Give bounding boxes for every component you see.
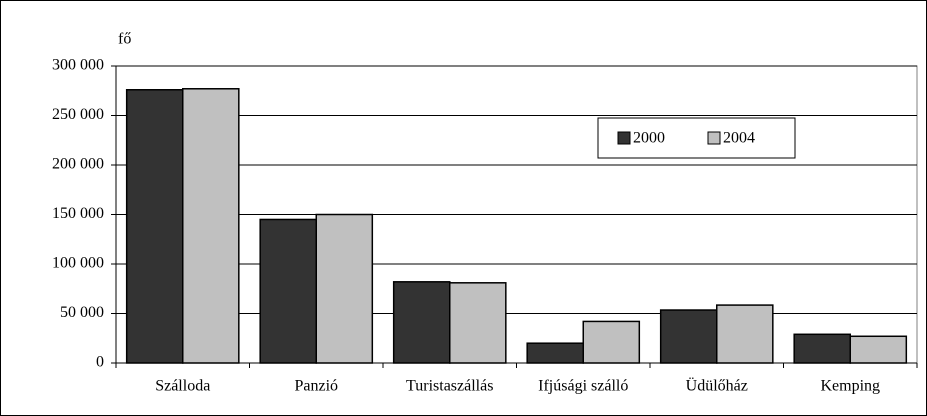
y-tick-label: 0 xyxy=(96,354,104,371)
bar xyxy=(793,333,851,364)
y-tick-label: 50 000 xyxy=(60,304,104,321)
y-tick-label: 300 000 xyxy=(52,57,104,74)
x-tick-label: Turistaszállás xyxy=(406,378,493,395)
bar xyxy=(182,88,240,364)
legend-swatch xyxy=(707,131,721,145)
y-tick-label: 200 000 xyxy=(52,156,104,173)
y-tick-label: 100 000 xyxy=(52,255,104,272)
bar xyxy=(849,335,908,364)
bar xyxy=(526,342,584,364)
legend-swatch xyxy=(617,131,631,145)
x-tick-label: Üdülőház xyxy=(686,377,748,395)
bar xyxy=(125,89,184,364)
bar xyxy=(392,281,451,364)
y-tick-label: 150 000 xyxy=(52,205,104,222)
x-tick-label: Ifjúsági szálló xyxy=(538,378,628,395)
bar xyxy=(716,304,774,364)
legend-label: 2004 xyxy=(723,130,755,147)
legend-box xyxy=(597,117,796,159)
y-tick-label: 250 000 xyxy=(52,106,104,123)
x-tick-label: Kemping xyxy=(820,378,880,395)
bar xyxy=(582,320,641,364)
legend-label: 2000 xyxy=(633,130,665,147)
bar xyxy=(659,309,718,364)
x-tick-label: Panzió xyxy=(294,378,338,395)
bar xyxy=(315,213,374,364)
bar xyxy=(259,218,317,364)
unit-label: fő xyxy=(118,31,131,48)
bar xyxy=(449,282,507,364)
x-tick-label: Szálloda xyxy=(155,378,210,395)
